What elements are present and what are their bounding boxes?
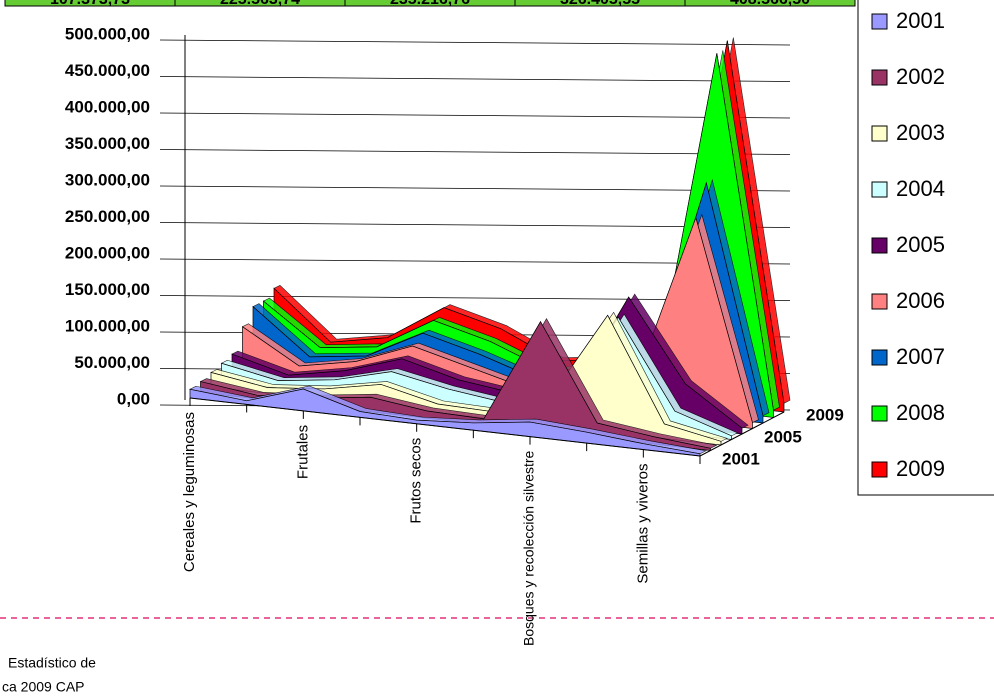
grid-line (159, 185, 791, 192)
y-tick-label: 100.000,00 (65, 316, 150, 335)
footer-line1: Estadístico de (8, 655, 96, 671)
header-cell (684, 0, 856, 7)
header-text: 326.405,55 (560, 0, 640, 8)
y-tick-label: 250.000,00 (65, 207, 150, 226)
header-text: 225.563,74 (220, 0, 300, 8)
legend-swatch (871, 293, 888, 310)
x-tick-label: Semillas y viveros (634, 464, 651, 584)
header-text: 107.373,73 (50, 0, 130, 8)
y-tick-label: 150.000,00 (65, 280, 150, 299)
legend-swatch (871, 13, 888, 30)
y-tick-label: 350.000,00 (65, 134, 150, 153)
legend-label: 2009 (896, 456, 945, 481)
legend-swatch (871, 69, 888, 86)
x-axis (189, 397, 701, 457)
depth-label: 2005 (764, 427, 802, 446)
legend-label: 2005 (896, 232, 945, 257)
depth-axis (699, 411, 785, 457)
grid-line (159, 149, 791, 155)
header-cell (4, 0, 176, 7)
legend-swatch (871, 349, 888, 366)
x-tick-label: Cereales y leguminosas (181, 412, 198, 572)
header-text: 235.216,76 (390, 0, 470, 8)
legend-swatch (871, 125, 888, 142)
legend-label: 2007 (896, 344, 945, 369)
depth-label: 2001 (722, 449, 760, 468)
grid-line (159, 39, 791, 46)
legend-label: 2001 (896, 8, 945, 33)
legend-label: 2003 (896, 120, 945, 145)
legend-swatch (871, 461, 888, 478)
y-tick-label: 400.000,00 (65, 97, 150, 116)
y-tick-label: 450.000,00 (65, 61, 150, 80)
y-tick-label: 500.000,00 (65, 24, 150, 43)
y-tick-label: 300.000,00 (65, 170, 150, 189)
grid-line (159, 76, 791, 82)
legend-label: 2008 (896, 400, 945, 425)
legend-label: 2004 (896, 176, 945, 201)
grid-line (159, 112, 791, 119)
footer-line2: ca 2009 CAP (2, 679, 85, 695)
y-tick-label: 50.000,00 (74, 353, 150, 372)
legend-label: 2006 (896, 288, 945, 313)
depth-label: 2009 (806, 405, 844, 424)
header-text: 408.566,50 (730, 0, 810, 8)
x-tick-label: Bosques y recolección silvestre (521, 450, 537, 646)
legend-swatch (871, 181, 888, 198)
y-tick-label: 0,00 (117, 389, 150, 408)
y-tick-label: 200.000,00 (65, 243, 150, 262)
header-cell (174, 0, 346, 7)
legend-swatch (871, 405, 888, 422)
legend-label: 2002 (896, 64, 945, 89)
header-cell (514, 0, 686, 7)
header-cell (344, 0, 516, 7)
x-tick-label: Frutales (294, 425, 311, 479)
legend-swatch (871, 237, 888, 254)
x-tick-label: Frutos secos (408, 438, 425, 524)
